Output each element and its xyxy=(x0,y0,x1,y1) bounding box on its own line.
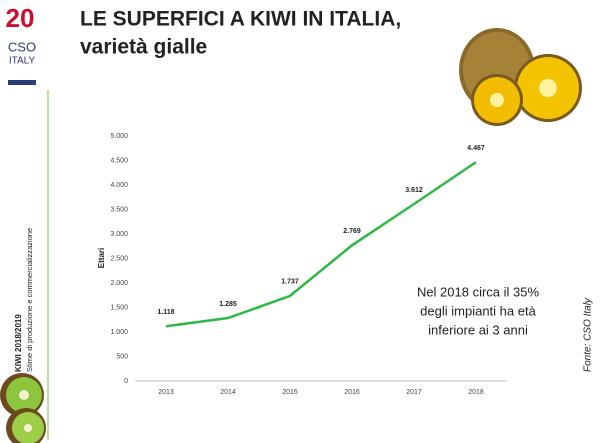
y-tick-label: 4.500 xyxy=(110,157,128,164)
x-tick-label: 2016 xyxy=(344,389,360,396)
x-tick-label: 2013 xyxy=(158,389,174,396)
annotation: degli impianti ha età xyxy=(420,303,536,318)
logo-bar xyxy=(8,80,36,85)
kiwi-image xyxy=(0,373,46,443)
y-axis-label: Ettari xyxy=(97,248,106,268)
data-label: 1.285 xyxy=(219,301,237,308)
data-label: 1.118 xyxy=(157,309,174,316)
y-tick-label: 5.000 xyxy=(110,133,128,140)
logo-text: ITALY xyxy=(9,56,36,67)
y-tick-label: 4.000 xyxy=(110,182,128,189)
x-tick-label: 2014 xyxy=(220,389,236,396)
x-tick-label: 2015 xyxy=(282,389,298,396)
y-tick-label: 2.000 xyxy=(110,280,128,287)
y-tick-label: 3.500 xyxy=(110,206,128,213)
y-tick-label: 1.000 xyxy=(110,329,128,336)
kiwi-image xyxy=(459,28,582,126)
x-tick-label: 2017 xyxy=(406,389,422,396)
sidebar-subtitle: Stime di produzione e commercializzazion… xyxy=(25,228,34,372)
y-tick-label: 500 xyxy=(116,353,128,360)
annotation: Nel 2018 circa il 35% xyxy=(417,284,540,299)
x-tick-label: 2018 xyxy=(468,389,484,396)
chart-title: varietà gialle xyxy=(80,36,207,59)
y-tick-label: 2.500 xyxy=(110,255,128,262)
logo-number: 20 xyxy=(6,3,35,33)
y-tick-label: 0 xyxy=(124,378,128,385)
annotation: inferiore ai 3 anni xyxy=(428,322,528,337)
chart-title: LE SUPERFICI A KIWI IN ITALIA, xyxy=(80,8,401,31)
source: Fonte: CSO Italy xyxy=(583,297,594,372)
data-label: 4.467 xyxy=(467,145,485,152)
data-label: 1.737 xyxy=(281,279,299,286)
data-label: 3.612 xyxy=(405,187,423,194)
y-tick-label: 3.000 xyxy=(110,231,128,238)
y-tick-label: 1.500 xyxy=(110,304,128,311)
logo-text: CSO xyxy=(8,39,36,54)
sidebar-title: KIWI 2018/2019 xyxy=(14,314,23,372)
data-label: 2.769 xyxy=(343,228,361,235)
data-line xyxy=(165,161,477,328)
